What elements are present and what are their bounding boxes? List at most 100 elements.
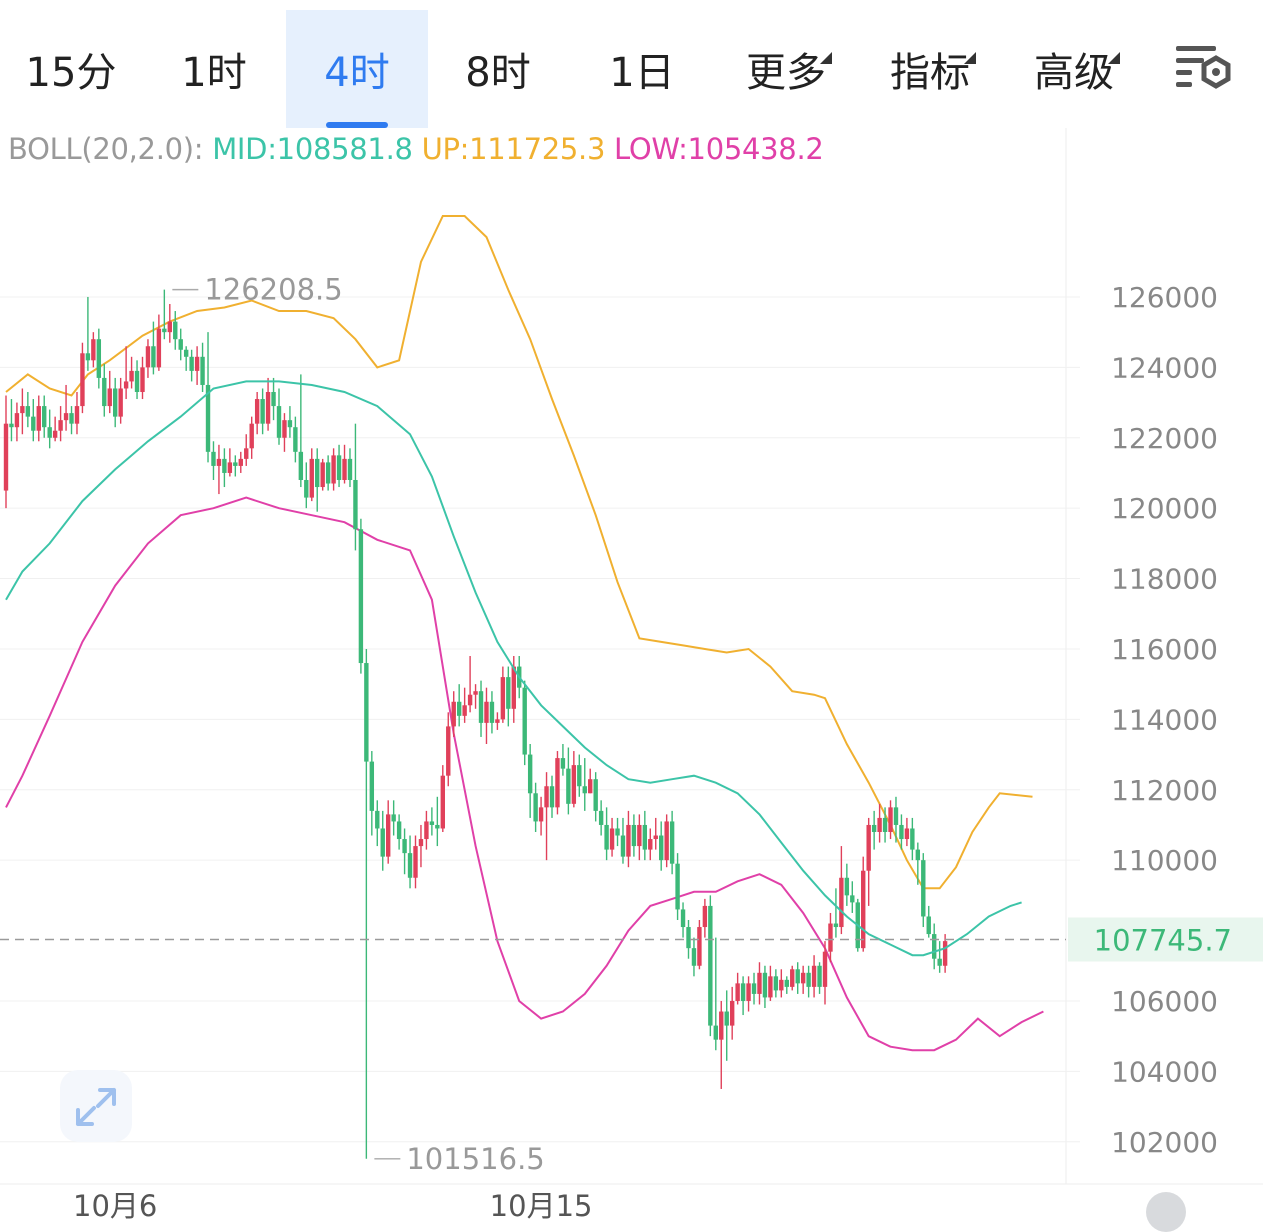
candle-body [315,458,320,488]
current-price-tag [1068,917,1263,962]
candle-body [850,895,855,903]
candle-body [784,979,789,987]
candle-body [669,821,675,864]
candle-body [811,965,817,987]
y-tick-label: 110000 [1111,844,1218,877]
candle-body [69,413,74,424]
candle-body [724,1011,729,1026]
candle-body [173,321,178,340]
candle-body [80,353,85,407]
candle-body [921,860,926,917]
tab-5[interactable]: 更多 [716,10,856,128]
candle-body [609,828,615,850]
candle-body [413,846,418,878]
candle-body [265,392,271,424]
candle-body [686,927,691,949]
y-tick-label: 114000 [1111,703,1218,736]
tab-6[interactable]: 指标 [860,10,1000,128]
candle-body [762,972,768,998]
candle-body [828,923,833,952]
candle-body [861,870,866,949]
candle-body [740,983,746,1001]
candle-body [768,976,773,998]
candle-body [74,406,80,424]
candle-body [680,909,686,928]
candle-body [134,370,140,392]
candle-body [364,663,369,762]
candle-body [36,406,41,431]
candle-body [211,451,216,466]
candle-body [178,339,183,350]
tab-3[interactable]: 8时 [428,10,568,128]
candle-body [391,814,396,822]
candle-body [527,754,533,794]
candle-body [604,824,609,850]
candle-body [282,420,287,438]
candle-body [500,677,506,720]
candle-body [882,817,888,832]
tab-1[interactable]: 1时 [150,10,278,128]
candle-body [533,793,538,822]
candle-body [342,458,347,480]
candle-body [631,824,637,847]
candle-body [20,406,25,414]
candle-body [276,406,282,438]
candle-body [386,814,391,857]
candle-body [151,346,156,368]
candle-body [440,775,445,829]
candle-body [817,965,822,987]
candle-body [571,765,577,804]
candle-body [233,462,238,466]
candle-body [238,458,243,466]
current-price-label: 107745.7 [1094,924,1232,958]
candle-body [418,839,424,847]
candle-body [287,420,293,428]
tab-4[interactable]: 1日 [572,10,712,128]
tab-0[interactable]: 15分 [8,10,134,128]
boll-upper-line [5,215,1033,890]
candle-body [473,691,478,695]
candle-body [85,353,91,361]
y-tick-label: 122000 [1111,422,1218,455]
candle-body [331,455,336,484]
candle-body [25,406,31,417]
candle-body [429,821,435,825]
candle-body [145,346,151,368]
boll-low: LOW:105438.2 [614,132,824,166]
chart-settings-icon[interactable] [1170,36,1236,102]
candle-body [844,877,850,896]
candle-body [183,349,189,357]
candle-body [467,694,473,706]
expand-icon[interactable] [60,1070,132,1142]
candle-body [156,328,162,368]
candle-body [358,529,364,664]
candle-body [620,835,626,857]
candle-body [915,849,921,861]
tab-label: 高级 [1034,40,1120,98]
candle-body [129,370,134,382]
candle-body [615,828,620,836]
candle-body [675,863,680,910]
candle-body [200,356,205,385]
candlestick-chart[interactable]: 126000 124000 122000 120000 118000 116000 1140… [0,128,1263,1224]
boll-mid: MID:108581.8 [212,132,413,166]
tab-7[interactable]: 高级 [1004,10,1144,128]
boll-lower-line [5,496,1044,1052]
candle-body [375,810,380,829]
candle-body [708,905,713,1026]
candle-body [353,480,358,530]
candle-body [107,388,112,407]
candle-body [593,779,598,811]
tab-2[interactable]: 4时 [286,10,428,128]
candle-body [222,458,227,473]
candle-body [926,916,931,935]
candle-body [91,339,96,361]
y-tick-label: 118000 [1111,563,1218,596]
candle-body [113,388,118,417]
candle-body [407,853,413,878]
tab-label: 1时 [181,50,247,96]
candle-body [904,828,910,840]
candle-body [866,824,871,871]
candle-body [489,701,495,723]
x-tick-label: 10月15 [490,1189,593,1223]
